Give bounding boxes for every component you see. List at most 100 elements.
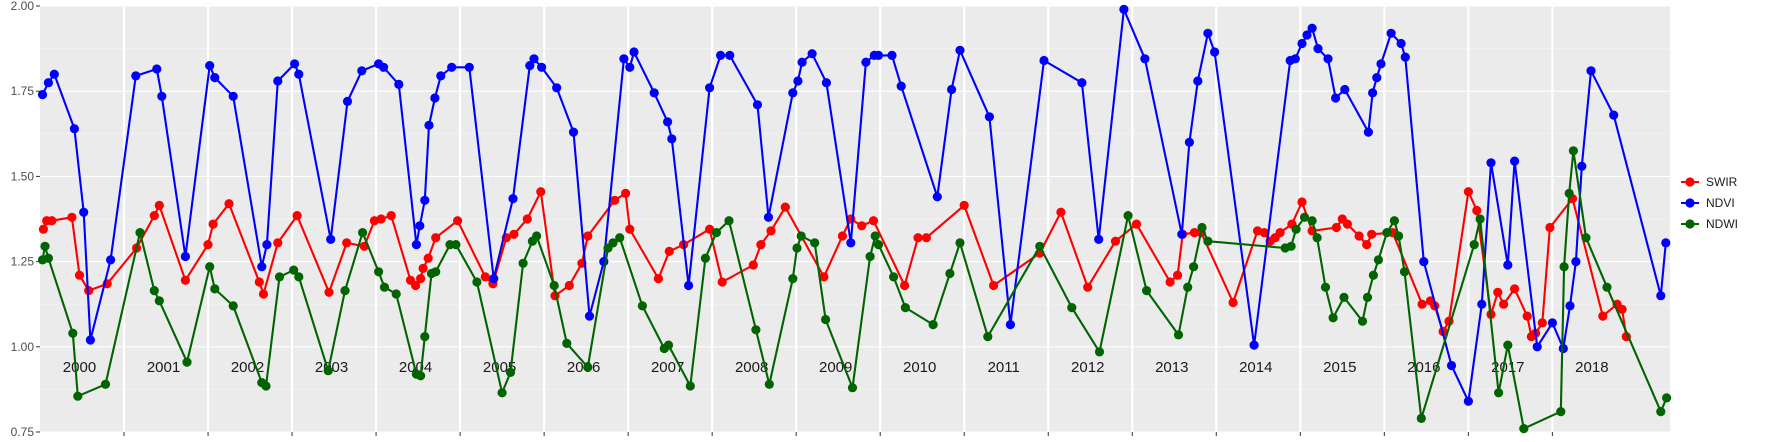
data-point-ndvi [1363,127,1373,137]
data-point-ndwi [1559,262,1569,272]
data-point-ndwi [1602,282,1612,292]
data-point-ndvi [273,76,283,86]
data-point-ndvi [625,62,635,72]
data-point-ndwi [261,381,271,391]
series-line-ndwi [41,149,1668,430]
year-label: 2002 [231,359,264,376]
data-point-ndvi [290,59,300,69]
data-point-ndvi [262,240,272,250]
legend-key-point [1685,219,1695,229]
data-point-ndwi [796,231,806,241]
data-point-swir [1417,299,1427,309]
data-point-ndvi [1586,66,1596,76]
data-point-ndwi [431,267,441,277]
data-point-ndwi [685,381,695,391]
data-point-swir [1342,219,1352,229]
data-point-ndvi [1290,54,1300,64]
data-point-ndvi [205,61,215,71]
data-point-ndvi [1396,38,1406,49]
year-label: 2000 [63,359,96,376]
data-point-ndvi [157,91,167,101]
data-point-ndwi [505,367,516,377]
data-point-swir [292,211,302,221]
data-point-swir [564,280,574,291]
data-point-ndvi [1386,28,1396,38]
data-point-swir [203,240,213,250]
data-point-swir [1362,240,1372,250]
data-point-swir [1228,297,1238,308]
data-point-swir [766,226,776,236]
data-point-ndvi [896,81,906,91]
data-point-ndwi [420,332,430,342]
data-point-ndwi [154,296,164,306]
data-point-ndvi [1419,257,1429,267]
data-point-ndvi [1323,54,1333,64]
data-point-swir [959,200,969,210]
data-point-ndvi [1510,156,1520,166]
data-point-ndvi [424,120,434,130]
data-point-ndwi [358,228,368,238]
data-point-ndvi [1400,52,1410,62]
data-point-swir [756,240,766,250]
data-point-ndvi [1140,54,1150,64]
data-point-swir [1499,299,1509,309]
data-point-ndwi [1416,413,1426,423]
data-point-ndvi [430,93,440,103]
data-point-ndvi [793,76,803,86]
data-point-ndvi [1119,4,1129,15]
data-point-ndvi [1656,291,1666,301]
data-point-ndvi [1571,257,1581,267]
data-point-ndwi [73,391,83,401]
data-point-swir [664,246,674,256]
data-point-swir [258,289,269,299]
data-point-ndvi [326,234,336,244]
data-point-swir [1189,228,1199,238]
data-point-ndvi [1446,360,1457,371]
data-point-ndvi [663,117,673,127]
y-tick-label: 0.75 [11,425,35,439]
y-tick-label: 1.25 [11,255,35,269]
data-point-ndvi [1547,318,1557,328]
data-point-ndvi [537,62,547,72]
data-point-swir [913,233,923,243]
data-point-ndwi [210,284,220,294]
data-point-swir [621,188,631,198]
data-point-ndwi [663,340,674,350]
data-point-ndwi [416,371,426,381]
data-point-ndwi [1291,224,1301,234]
data-point-ndwi [1389,216,1399,226]
data-point-swir [921,233,932,243]
data-point-ndvi [1005,320,1016,330]
legend-key-point [1685,198,1695,208]
year-label: 2017 [1491,359,1524,376]
data-point-ndvi [1609,110,1619,120]
data-point-ndvi [619,54,629,64]
data-point-ndwi [1382,228,1392,238]
data-point-ndwi [1373,255,1383,265]
y-tick-label: 2.00 [11,0,35,13]
data-point-ndwi [1183,282,1193,292]
data-point-ndvi [257,262,267,272]
data-point-swir [1056,207,1066,217]
data-point-swir [1472,205,1482,216]
data-point-swir [1173,270,1183,280]
data-point-ndvi [79,207,89,217]
data-point-swir [857,221,867,231]
data-point-ndwi [788,274,798,284]
data-point-ndwi [289,265,299,275]
data-point-ndwi [1394,231,1404,241]
year-label: 2013 [1155,359,1188,376]
data-point-swir [1331,222,1341,233]
data-point-ndvi [1463,396,1473,406]
data-point-ndwi [983,332,993,342]
data-point-ndwi [637,301,648,311]
data-point-ndvi [1368,88,1378,98]
data-point-ndvi [1486,158,1496,168]
data-point-ndwi [608,238,618,248]
data-point-ndvi [420,195,430,205]
year-label: 2015 [1323,359,1356,376]
legend-item-ndwi: NDWI [1681,217,1738,231]
data-point-swir [705,224,715,234]
data-point-ndwi [821,314,831,325]
data-point-ndwi [955,238,965,248]
